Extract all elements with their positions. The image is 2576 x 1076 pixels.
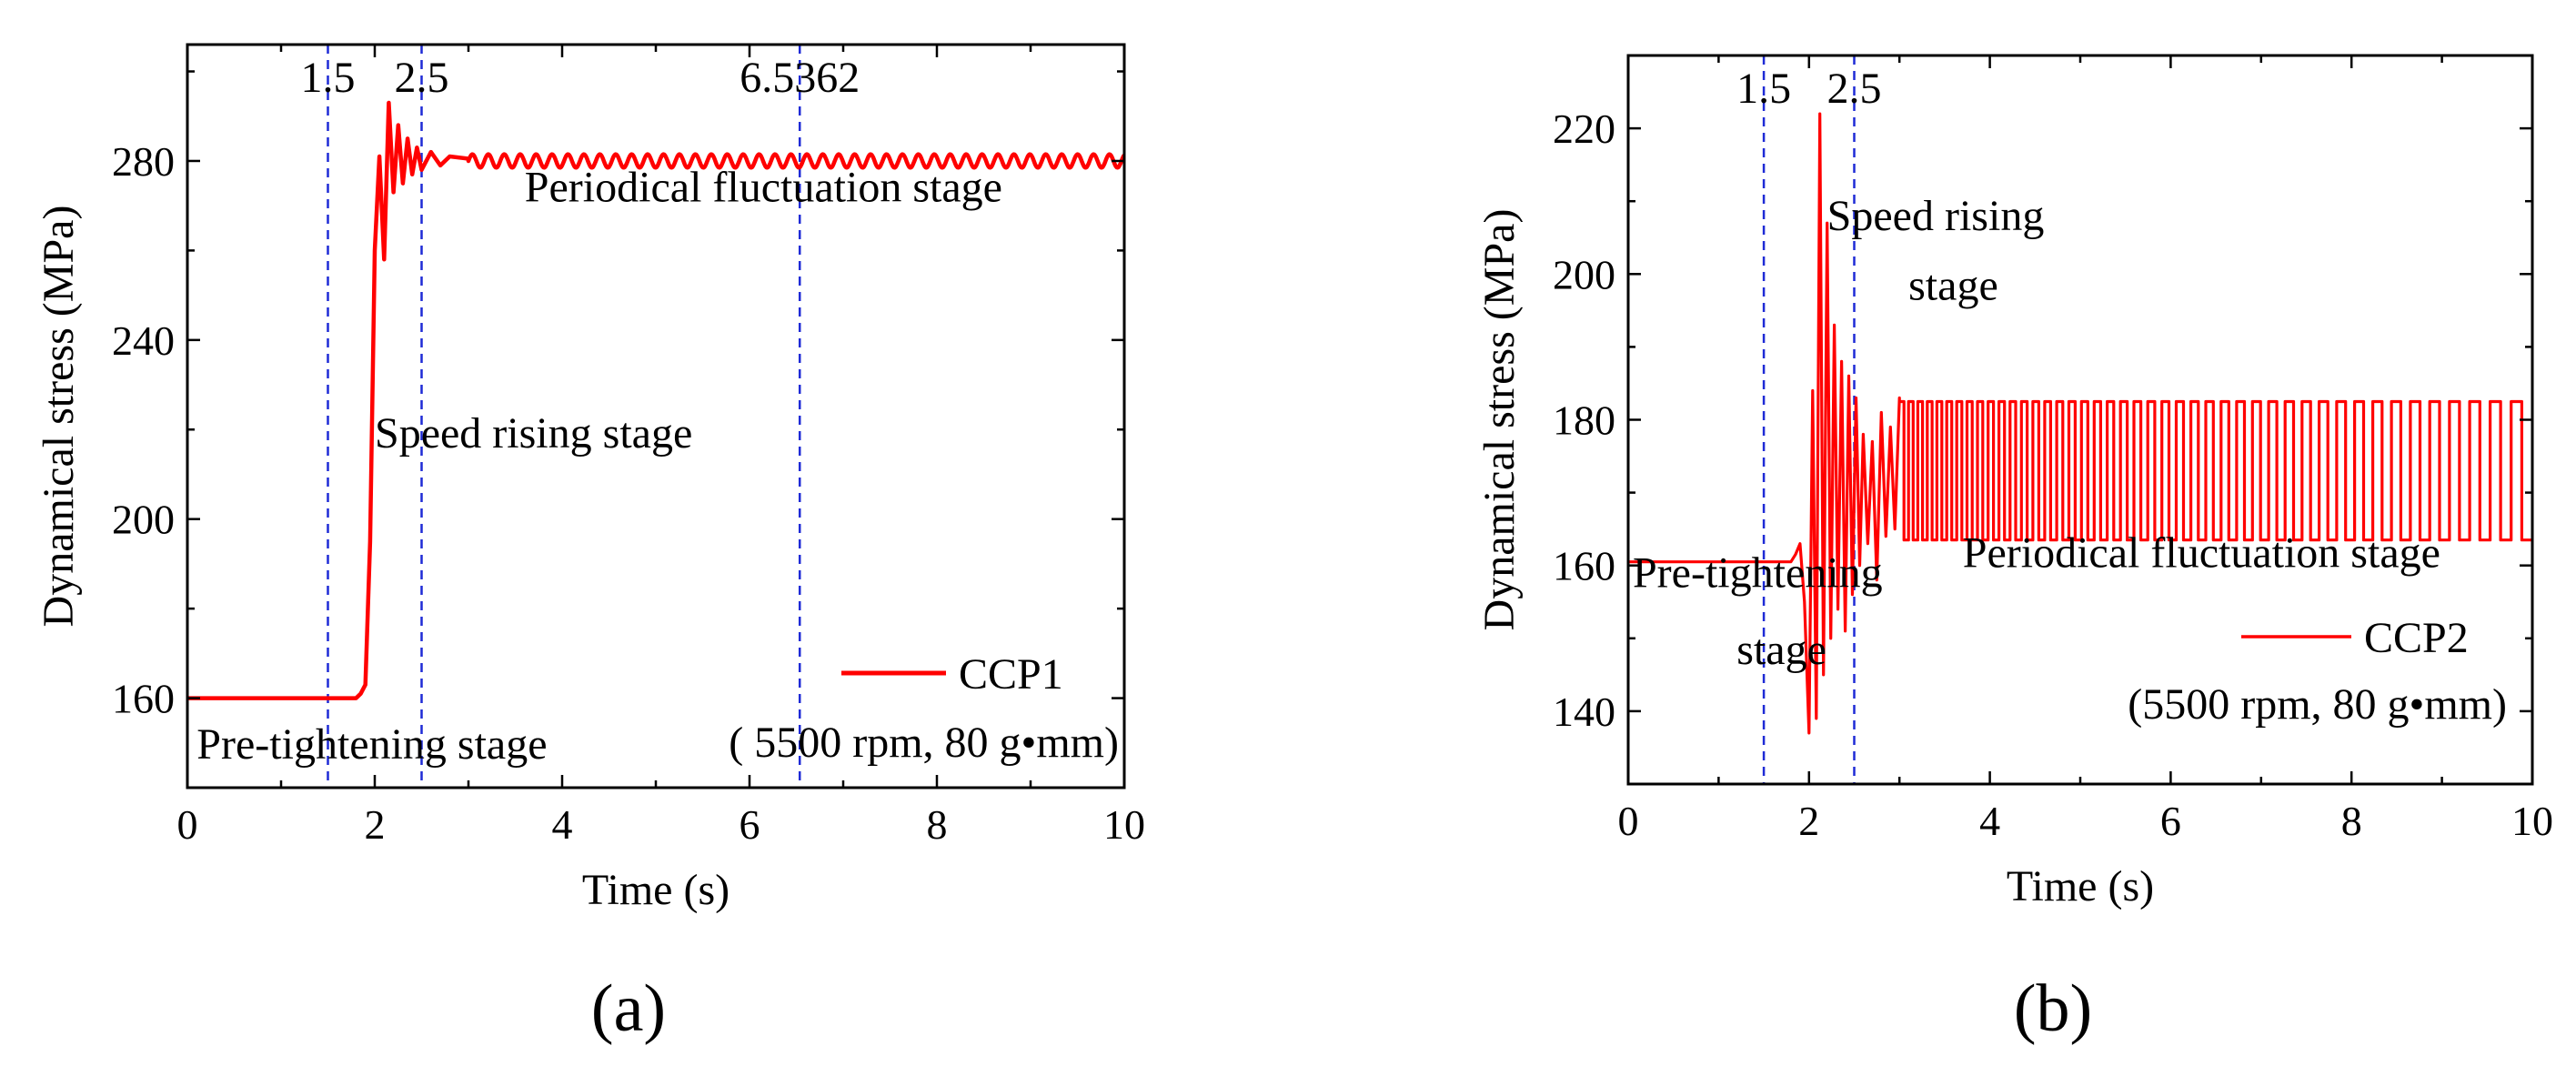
y-tick-label-240: 240 — [112, 317, 175, 364]
vline-label-1.5: 1.5 — [301, 54, 356, 102]
y-tick-label-160: 160 — [1553, 543, 1615, 589]
stage-label: Periodical fluctuation stage — [525, 163, 1002, 211]
chart-panel-b: 1.5 2.5 0 2 4 6 8 10 140 160 180 200 220 Time (s) Dyna… — [1475, 54, 2553, 1046]
x-tick-label-4: 4 — [1979, 798, 2000, 844]
x-tick-label-0: 0 — [1618, 798, 1639, 844]
x-tick-label-8: 8 — [2341, 798, 2362, 844]
x-tick-label-10: 10 — [2511, 798, 2553, 844]
stage-label: Pre-tightening stage — [196, 720, 547, 769]
y-axis-label: Dynamical stress (MPa) — [35, 206, 83, 628]
stage-label: stage — [1908, 261, 1998, 309]
y-tick-label-280: 280 — [112, 138, 175, 185]
y-tick-label-200: 200 — [1553, 251, 1615, 297]
x-tick-label-10: 10 — [1103, 801, 1145, 848]
y-tick-label-160: 160 — [112, 676, 175, 722]
legend-label-CCP2: CCP2 — [2364, 614, 2469, 662]
stage-label: stage — [1736, 626, 1826, 674]
chart-panel-a: 1.5 2.5 6.5362 0 2 4 6 8 10 160 200 240 280 Time (s) D… — [35, 43, 1145, 1046]
condition-note: (5500 rpm, 80 g•mm) — [2128, 680, 2507, 729]
x-axis-label: Time (s) — [582, 866, 730, 914]
y-axis-label: Dynamical stress (MPa) — [1475, 209, 1524, 631]
x-tick-label-8: 8 — [927, 801, 948, 848]
x-tick-label-6: 6 — [2160, 798, 2181, 844]
series-line-CCP1 — [187, 100, 1124, 700]
stage-label: Periodical fluctuation stage — [1963, 528, 2440, 577]
legend-label-CCP1: CCP1 — [959, 650, 1063, 699]
y-tick-label-220: 220 — [1553, 106, 1615, 152]
series-line-CCP2 — [1628, 112, 2532, 735]
vline-label-2.5: 2.5 — [1827, 65, 1882, 113]
x-tick-label-2: 2 — [365, 801, 386, 848]
x-tick-label-0: 0 — [177, 801, 198, 848]
x-tick-label-6: 6 — [740, 801, 760, 848]
panel-label-b: (b) — [2014, 971, 2092, 1046]
stage-label: Speed rising — [1827, 192, 2045, 240]
vline-label-6.5362: 6.5362 — [740, 54, 860, 102]
vline-label-2.5: 2.5 — [395, 54, 449, 102]
x-tick-label-2: 2 — [1798, 798, 1819, 844]
y-tick-label-200: 200 — [112, 497, 175, 543]
panel-label-a: (a) — [591, 971, 666, 1046]
vline-label-1.5: 1.5 — [1736, 65, 1791, 113]
stage-label: Speed rising stage — [375, 409, 692, 458]
y-tick-label-140: 140 — [1553, 689, 1615, 735]
stage-label: Pre-tightening — [1633, 549, 1883, 598]
y-tick-label-180: 180 — [1553, 397, 1615, 444]
condition-note: ( 5500 rpm, 80 g•mm) — [729, 719, 1119, 767]
x-tick-label-4: 4 — [552, 801, 573, 848]
x-axis-label: Time (s) — [2007, 862, 2154, 910]
